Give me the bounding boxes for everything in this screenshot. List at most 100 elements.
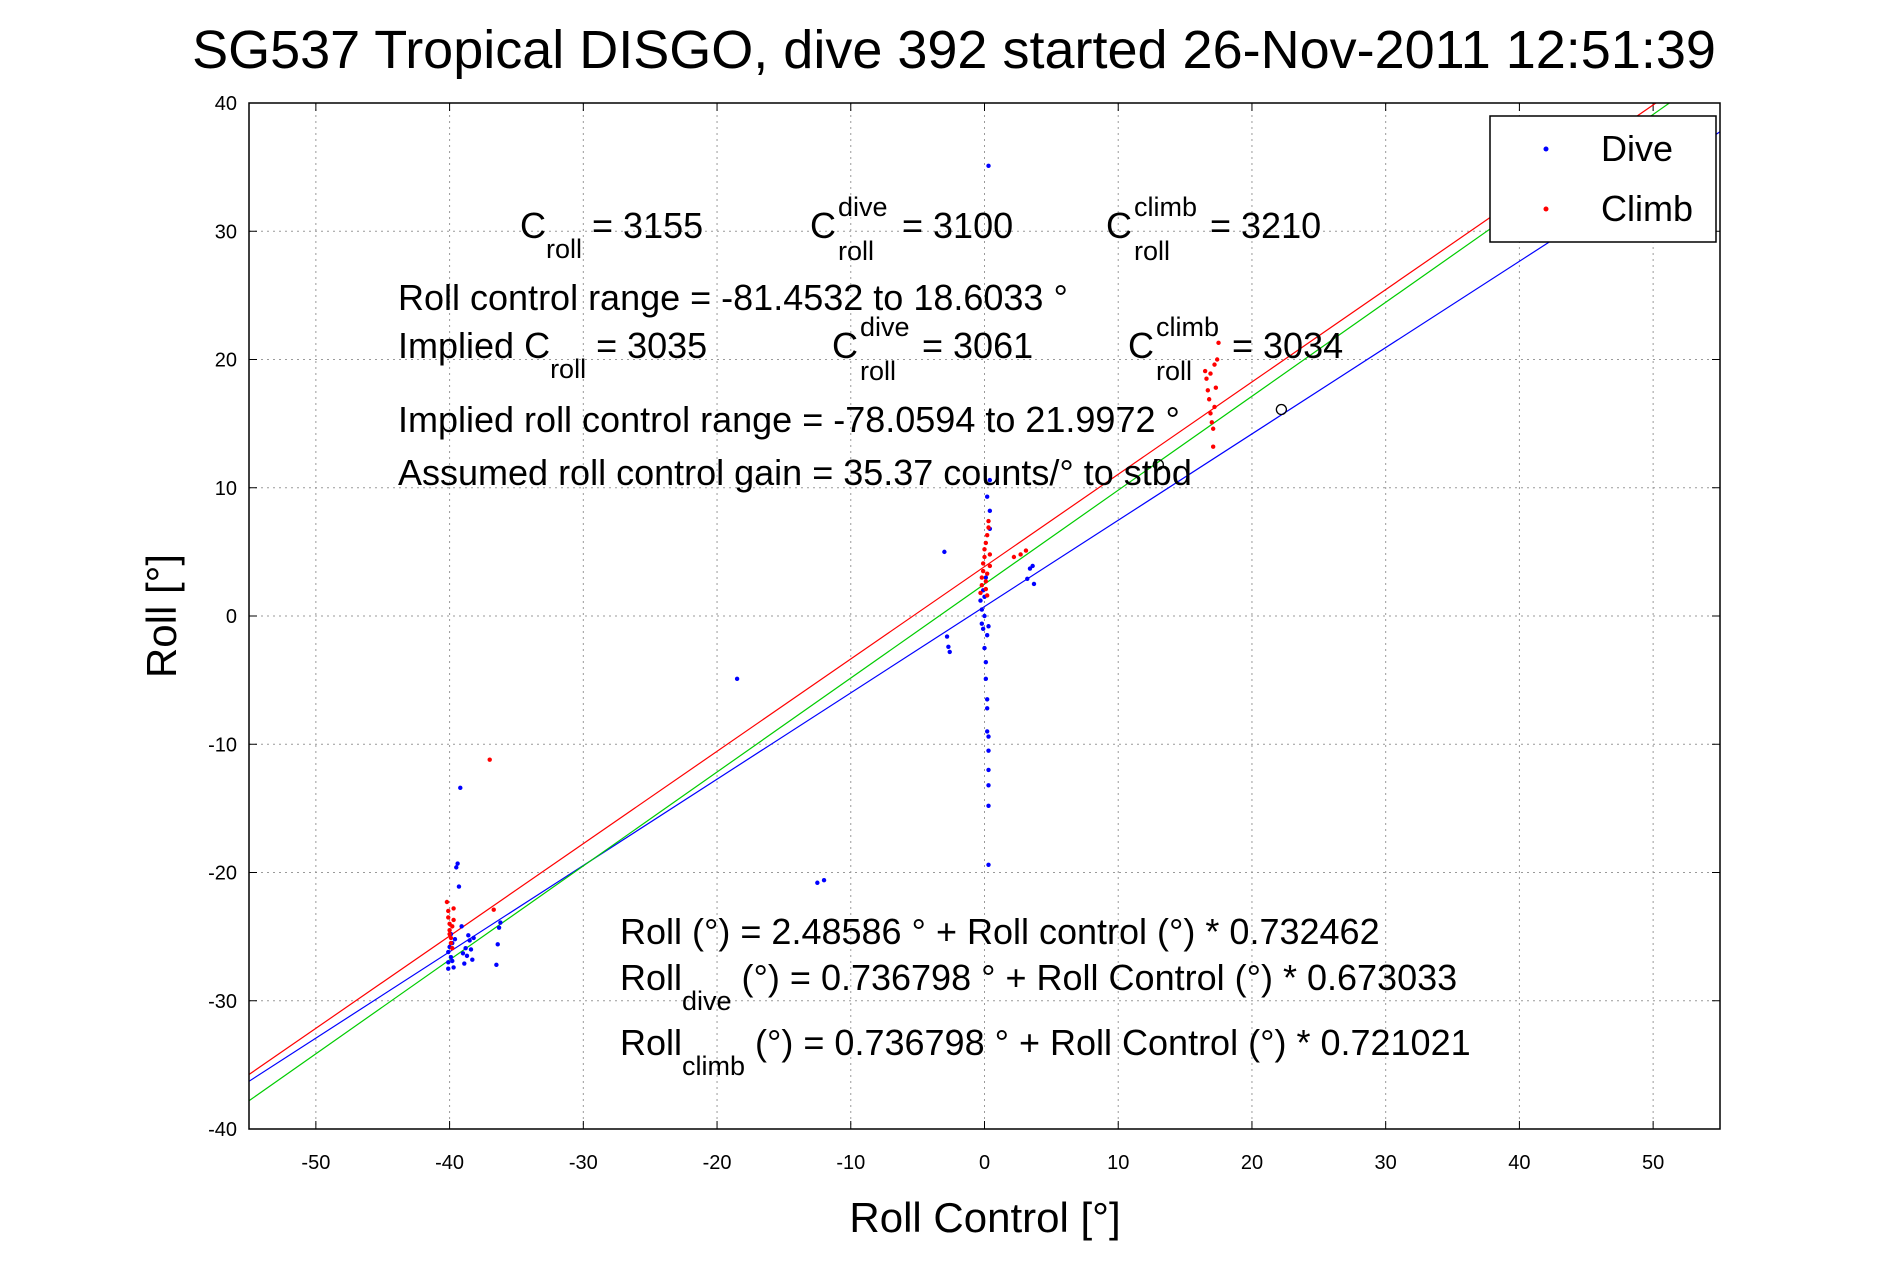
- c-roll-dive-base: C: [810, 205, 836, 246]
- y-tick-label: 30: [215, 221, 237, 243]
- legend-marker-climb: [1543, 206, 1549, 212]
- data-point-dive: [944, 634, 950, 639]
- data-point-dive: [470, 957, 475, 962]
- data-point-dive: [984, 494, 990, 499]
- implied-c-roll-sub: roll: [550, 354, 586, 384]
- data-point-climb: [1212, 404, 1217, 410]
- data-point-climb: [487, 757, 492, 762]
- data-point-climb: [444, 899, 450, 905]
- data-point-dive: [986, 767, 991, 773]
- c-roll-base: C: [520, 205, 546, 246]
- data-point-dive: [448, 954, 454, 960]
- data-point-dive: [495, 942, 500, 947]
- data-point-dive: [456, 884, 462, 889]
- legend-box: [1489, 115, 1717, 243]
- data-point-climb: [984, 571, 990, 576]
- legend: Dive Climb: [1489, 115, 1717, 243]
- data-point-dive: [979, 621, 985, 626]
- fit-lines: [249, 103, 1720, 1102]
- annotation-implied-c-roll-dive: C: [832, 325, 858, 366]
- implied-c-roll-base: C: [524, 325, 550, 366]
- x-tick-label: 50: [1642, 1152, 1664, 1174]
- chart-title: SG537 Tropical DISGO, dive 392 started 2…: [192, 20, 1716, 80]
- annotation-c-roll-dive: C: [810, 205, 836, 246]
- data-point-climb: [446, 908, 451, 914]
- implied-c-roll-dive-sup: dive: [860, 312, 910, 342]
- data-point-dive: [986, 624, 991, 629]
- annotation-fit-all: Roll (°) = 2.48586 ° + Roll control (°) …: [620, 911, 1380, 952]
- data-point-climb: [1216, 340, 1221, 346]
- data-point-climb: [1208, 411, 1213, 416]
- fit-climb-base: Roll: [620, 1022, 682, 1063]
- data-point-dive: [463, 945, 468, 951]
- y-tick-label: -40: [208, 1119, 237, 1141]
- data-point-dive: [984, 706, 990, 711]
- data-point-climb: [1208, 371, 1213, 376]
- y-tick-label: 40: [215, 93, 237, 115]
- data-point-climb: [1205, 388, 1211, 393]
- data-point-climb: [450, 945, 455, 951]
- annotation-fit-dive: Rolldive (°) = 0.736798 ° + Roll Control…: [620, 957, 1457, 1016]
- implied-c-roll-climb-base: C: [1128, 325, 1154, 366]
- annotation-implied-range: Implied roll control range = -78.0594 to…: [398, 399, 1180, 440]
- data-point-climb: [980, 568, 986, 574]
- fit-climb-rest: (°) = 0.736798 ° + Roll Control (°) * 0.…: [745, 1022, 1471, 1063]
- y-axis-label: Roll [°]: [138, 554, 185, 678]
- x-tick-label: -50: [301, 1152, 330, 1174]
- implied-c-roll-climb-value: = 3034: [1232, 325, 1343, 366]
- data-point-climb: [448, 940, 454, 946]
- data-point-climb: [1210, 426, 1216, 431]
- data-point-dive: [1025, 576, 1030, 582]
- circle-markers: [1152, 403, 1288, 471]
- legend-label-dive: Dive: [1601, 128, 1673, 169]
- data-point-dive: [986, 783, 991, 788]
- data-point-dive: [983, 676, 989, 682]
- data-point-dive: [815, 880, 820, 885]
- data-point-dive: [459, 924, 464, 929]
- data-point-climb: [982, 554, 987, 560]
- fit-dive-sub: dive: [682, 986, 732, 1016]
- data-point-dive: [987, 477, 993, 483]
- implied-c-roll-dive-sub: roll: [860, 356, 896, 386]
- circle-marker: [1275, 403, 1288, 416]
- x-axis-label: Roll Control [°]: [849, 1194, 1120, 1241]
- data-point-climb: [984, 533, 990, 538]
- y-tick-label: -30: [208, 991, 237, 1013]
- data-point-climb: [447, 928, 452, 933]
- c-roll-climb-base: C: [1106, 205, 1132, 246]
- legend-marker-dive: [1543, 146, 1549, 152]
- data-point-dive: [1031, 581, 1037, 587]
- x-tick-label: -40: [435, 1152, 464, 1174]
- data-point-climb: [986, 525, 991, 530]
- annotation-roll-control-range: Roll control range = -81.4532 to 18.6033…: [398, 277, 1068, 318]
- annotation-c-roll: Croll = 3155: [520, 205, 703, 264]
- data-point-climb: [447, 931, 452, 937]
- data-point-climb: [1214, 357, 1220, 362]
- data-point-climb: [986, 518, 991, 524]
- x-tick-labels: -50 -40 -30 -20 -10 0 10 20 30 40 50: [301, 1152, 1664, 1174]
- data-point-dive: [734, 676, 740, 682]
- annotation-implied-c-roll: Implied Croll = 3035: [398, 325, 707, 384]
- data-point-climb: [983, 579, 989, 584]
- fit-line: [249, 103, 1671, 1102]
- data-point-dive: [498, 920, 503, 925]
- c-roll-climb-sup: climb: [1134, 192, 1197, 222]
- data-point-dive: [982, 613, 987, 619]
- x-tick-label: -10: [836, 1152, 865, 1174]
- implied-c-roll-dive-value: = 3061: [922, 325, 1033, 366]
- data-point-dive: [496, 925, 502, 930]
- y-tick-label: 0: [226, 606, 237, 628]
- data-point-dive: [467, 938, 472, 943]
- data-point-dive: [980, 626, 986, 632]
- x-tick-label: 0: [979, 1152, 990, 1174]
- data-point-dive: [979, 607, 985, 612]
- data-point-dive: [984, 729, 990, 734]
- fit-climb-sub: climb: [682, 1051, 745, 1081]
- data-point-dive: [986, 734, 991, 739]
- data-point-dive: [446, 960, 451, 965]
- data-point-climb: [491, 907, 496, 912]
- data-point-dive: [946, 644, 951, 649]
- plot-frame: [248, 102, 1721, 1130]
- data-point-climb: [978, 590, 983, 596]
- data-point-dive: [462, 961, 467, 966]
